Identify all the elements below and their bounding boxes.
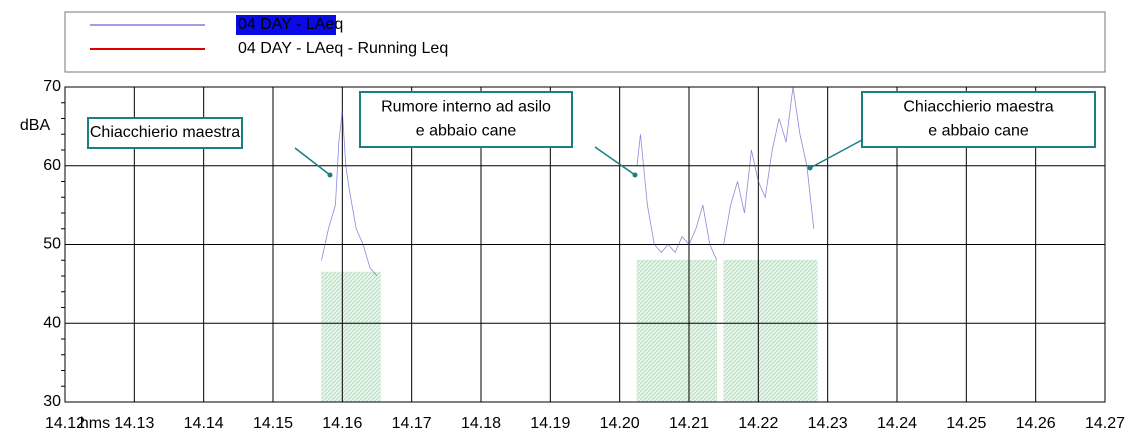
x-tick-label: 14.15 (253, 415, 293, 432)
callout-text: e abbaio cane (416, 123, 517, 140)
callout-tip (807, 165, 813, 171)
shaded-period (321, 271, 381, 403)
series-line (321, 86, 815, 277)
x-tick-label: 14.26 (1016, 415, 1056, 432)
x-tick-label: 14.12 (45, 415, 85, 432)
callout-arrow (809, 139, 863, 169)
x-tick-label: 14.27 (1085, 415, 1125, 432)
callout-text: Chiacchierio maestra (903, 99, 1053, 116)
callout-text: e abbaio cane (928, 123, 1029, 140)
callout-box (861, 91, 1096, 148)
x-tick-label: 14.14 (184, 415, 224, 432)
callout-arrow (294, 147, 331, 176)
callout-tip (327, 172, 333, 178)
x-axis-label: hms (80, 415, 110, 432)
callout-text: Rumore interno ad asilo (381, 99, 551, 116)
x-tick-label: 14.22 (738, 415, 778, 432)
x-tick-label: 14.24 (877, 415, 917, 432)
shaded-period (636, 260, 717, 403)
plot-frame (64, 86, 1106, 403)
callout-box (87, 117, 243, 149)
callout-text: Chiacchierio maestra (90, 124, 240, 141)
y-tick-label: 50 (43, 236, 61, 253)
y-tick-label: 70 (43, 78, 61, 95)
x-tick-label: 14.16 (322, 415, 362, 432)
x-tick-label: 14.19 (530, 415, 570, 432)
y-tick-label: 40 (43, 314, 61, 331)
x-tick-label: 14.18 (461, 415, 501, 432)
x-tick-label: 14.13 (114, 415, 154, 432)
y-axis-label: dBA (20, 117, 51, 134)
legend-box (64, 11, 1106, 73)
callout-arrow (594, 146, 636, 176)
x-tick-label: 14.17 (392, 415, 432, 432)
callout-box (359, 91, 573, 148)
legend-label: 04 DAY - LAeq (238, 16, 343, 33)
callout-tip (632, 172, 638, 178)
x-tick-label: 14.23 (808, 415, 848, 432)
legend-highlight (236, 15, 336, 35)
y-tick-label: 60 (43, 157, 61, 174)
shaded-period (723, 260, 818, 403)
x-tick-label: 14.20 (600, 415, 640, 432)
x-tick-label: 14.21 (669, 415, 709, 432)
y-tick-label: 30 (43, 393, 61, 410)
x-tick-label: 14.25 (946, 415, 986, 432)
legend-label: 04 DAY - LAeq - Running Leq (238, 40, 448, 57)
